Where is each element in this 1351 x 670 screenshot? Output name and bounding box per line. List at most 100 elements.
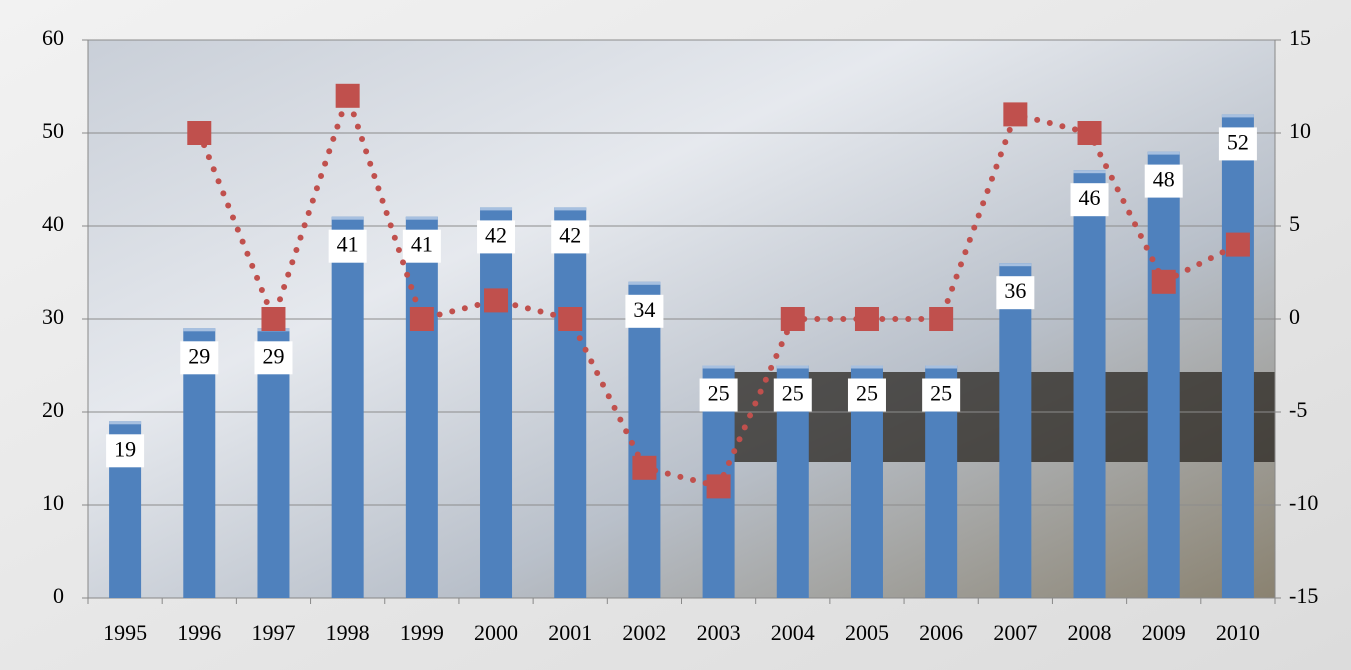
x-tick-label: 2004 bbox=[771, 620, 815, 645]
data-label-box bbox=[106, 434, 145, 468]
bar-highlight bbox=[999, 263, 1032, 267]
data-label-box bbox=[1144, 164, 1183, 198]
data-label-box bbox=[328, 229, 367, 263]
x-tick-label: 2001 bbox=[548, 620, 592, 645]
x-tick-label: 1999 bbox=[400, 620, 444, 645]
marker bbox=[1151, 269, 1176, 294]
bar bbox=[405, 216, 438, 598]
y2-tick-label: 10 bbox=[1289, 118, 1311, 143]
marker bbox=[780, 307, 805, 331]
data-label: 41 bbox=[337, 232, 359, 257]
marker bbox=[929, 307, 954, 331]
bar-highlight bbox=[850, 365, 883, 369]
x-tick-label: 2009 bbox=[1142, 620, 1186, 645]
x-tick-label: 2005 bbox=[845, 620, 889, 645]
data-label-box bbox=[254, 341, 293, 375]
x-tick-label: 1997 bbox=[251, 620, 295, 645]
bar bbox=[331, 216, 364, 598]
bar bbox=[554, 207, 587, 598]
marker bbox=[484, 288, 509, 313]
data-label: 25 bbox=[708, 381, 730, 406]
x-tick-label: 1995 bbox=[103, 620, 147, 645]
marker bbox=[335, 83, 360, 108]
data-label: 25 bbox=[856, 381, 878, 406]
x-tick-label: 2002 bbox=[622, 620, 666, 645]
bar bbox=[999, 263, 1032, 598]
marker bbox=[409, 307, 434, 331]
x-tick-label: 2003 bbox=[697, 620, 741, 645]
data-label: 19 bbox=[114, 436, 136, 461]
bar-highlight bbox=[628, 281, 661, 285]
data-label: 29 bbox=[188, 343, 210, 368]
data-label: 42 bbox=[485, 222, 507, 247]
y-tick-label: 30 bbox=[42, 304, 64, 329]
bar-highlight bbox=[109, 421, 142, 425]
y-tick-label: 50 bbox=[42, 118, 64, 143]
marker bbox=[854, 307, 879, 331]
marker bbox=[187, 121, 212, 145]
data-label-box bbox=[773, 378, 812, 412]
data-label-box bbox=[922, 378, 961, 412]
y2-tick-label: -5 bbox=[1289, 397, 1307, 422]
x-tick-label: 2008 bbox=[1068, 620, 1112, 645]
y2-tick-label: 5 bbox=[1289, 211, 1300, 236]
data-label-box bbox=[996, 276, 1035, 310]
data-label-box bbox=[847, 378, 886, 412]
x-tick-label: 2007 bbox=[993, 620, 1037, 645]
y-tick-label: 0 bbox=[53, 583, 64, 608]
data-label: 25 bbox=[782, 381, 804, 406]
data-label: 34 bbox=[633, 297, 655, 322]
data-label-box bbox=[180, 341, 219, 375]
bar bbox=[1073, 170, 1106, 598]
marker bbox=[261, 307, 286, 331]
data-label: 46 bbox=[1079, 185, 1101, 210]
data-label-box bbox=[1070, 183, 1109, 217]
bar-highlight bbox=[776, 365, 809, 369]
bar-highlight bbox=[183, 328, 216, 332]
y-tick-label: 40 bbox=[42, 211, 64, 236]
bar-highlight bbox=[702, 365, 735, 369]
data-label: 41 bbox=[411, 232, 433, 257]
bar-highlight bbox=[480, 207, 513, 211]
bar-highlight bbox=[1073, 170, 1106, 174]
bar-highlight bbox=[1147, 151, 1180, 155]
x-tick-label: 2010 bbox=[1216, 620, 1260, 645]
bar bbox=[628, 281, 661, 598]
bar bbox=[480, 207, 513, 598]
y-tick-label: 60 bbox=[42, 25, 64, 50]
marker bbox=[1003, 102, 1028, 127]
bar bbox=[1221, 114, 1254, 599]
data-label: 52 bbox=[1227, 129, 1249, 154]
data-label-box bbox=[551, 220, 590, 254]
data-label: 42 bbox=[559, 222, 581, 247]
bar-highlight bbox=[925, 365, 958, 369]
y-tick-label: 10 bbox=[42, 490, 64, 515]
data-label: 25 bbox=[930, 381, 952, 406]
marker bbox=[558, 307, 583, 331]
x-tick-label: 1996 bbox=[177, 620, 221, 645]
bar-highlight bbox=[331, 216, 364, 220]
marker bbox=[1077, 121, 1102, 145]
bar-highlight bbox=[554, 207, 587, 211]
x-tick-label: 1998 bbox=[326, 620, 370, 645]
bar-highlight bbox=[1221, 114, 1254, 118]
data-label: 29 bbox=[262, 343, 284, 368]
data-label-box bbox=[625, 294, 664, 328]
y2-tick-label: 15 bbox=[1289, 25, 1311, 50]
data-label-box bbox=[477, 220, 516, 254]
y2-tick-label: -10 bbox=[1289, 490, 1318, 515]
marker bbox=[632, 455, 657, 480]
data-label-box bbox=[402, 229, 441, 263]
data-label: 36 bbox=[1004, 278, 1026, 303]
y2-tick-label: 0 bbox=[1289, 304, 1300, 329]
data-label-box bbox=[699, 378, 738, 412]
bar bbox=[1147, 151, 1180, 598]
marker bbox=[1225, 232, 1250, 257]
data-label: 48 bbox=[1153, 167, 1175, 192]
x-tick-label: 2006 bbox=[919, 620, 963, 645]
x-tick-label: 2000 bbox=[474, 620, 518, 645]
bar-highlight bbox=[405, 216, 438, 220]
data-label-box bbox=[1218, 127, 1257, 161]
